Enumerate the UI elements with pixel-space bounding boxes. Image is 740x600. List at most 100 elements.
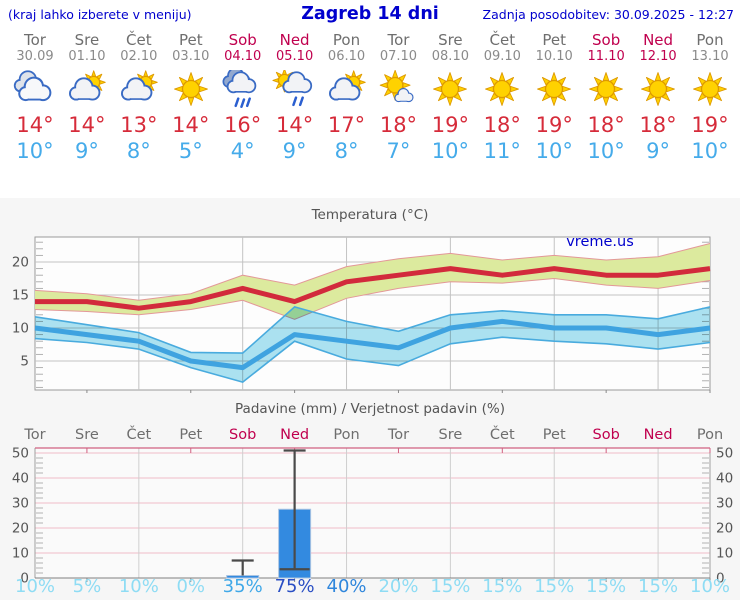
precip-probability-value: 10% bbox=[689, 576, 731, 597]
day-name-label: Pon bbox=[696, 31, 724, 49]
day-name-label: Sob bbox=[228, 31, 257, 49]
page-title: Zagreb 14 dni bbox=[301, 4, 439, 24]
precipitation-chart: 0 0 10 10 20 20 30 30 40 40 50 50 bbox=[12, 446, 733, 587]
precip-y-tick-label-right: 50 bbox=[716, 446, 733, 462]
precip-y-tick-label-left: 50 bbox=[12, 446, 29, 462]
forecast-day-column: Čet 02.10 13° 8° bbox=[113, 32, 165, 164]
forecast-day-column: Pet 03.10 14° 5° bbox=[165, 32, 217, 164]
day-date-label: 03.10 bbox=[172, 49, 210, 64]
precip-day-label: Tor bbox=[24, 427, 46, 443]
day-name-label: Sre bbox=[74, 31, 100, 49]
weather-icon-sunny bbox=[641, 72, 675, 106]
day-name-label: Sob bbox=[592, 31, 621, 49]
day-date-label: 05.10 bbox=[276, 49, 314, 64]
sun-icon bbox=[173, 72, 208, 106]
precip-day-label: Pon bbox=[333, 427, 360, 443]
max-temp-value: 19° bbox=[535, 113, 573, 137]
precip-day-label: Čet bbox=[489, 427, 515, 443]
min-temp-value: 8° bbox=[334, 139, 359, 163]
precip-probability-value: 15% bbox=[534, 576, 575, 597]
weather-icon-partly-cloudy bbox=[120, 70, 158, 101]
precip-probability-value: 20% bbox=[378, 576, 419, 597]
precip-y-tick-label-right: 20 bbox=[716, 521, 733, 537]
min-temp-value: 9° bbox=[646, 139, 670, 163]
max-temp-value: 19° bbox=[431, 113, 469, 137]
day-name-label: Pet bbox=[542, 31, 567, 49]
precip-day-label: Pet bbox=[542, 427, 566, 443]
forecast-strip: Tor 30.09 14° 10° Sre 01.10 14° 9° Čet 02.10 13° 8°… bbox=[0, 30, 740, 198]
temp-y-tick-label: 5 bbox=[20, 354, 29, 370]
precip-day-label: Sre bbox=[75, 427, 99, 443]
min-temp-value: 4° bbox=[230, 139, 255, 163]
precip-y-tick-label-left: 40 bbox=[12, 471, 29, 487]
cloud-icon bbox=[18, 76, 52, 102]
max-temp-value: 18° bbox=[587, 113, 625, 137]
precip-probability-value: 15% bbox=[430, 576, 471, 597]
min-temp-value: 10° bbox=[431, 139, 469, 163]
day-date-label: 08.10 bbox=[431, 49, 469, 64]
precip-day-label: Čet bbox=[126, 427, 152, 443]
precip-probability-value: 35% bbox=[222, 576, 263, 597]
precip-day-label: Sre bbox=[438, 427, 463, 443]
day-name-label: Čet bbox=[489, 31, 516, 49]
precip-day-labels-row: Tor Sre Čet Pet Sob Ned Pon Tor Sre Čet Pet Sob Ned P… bbox=[0, 427, 740, 445]
precip-y-tick-label-right: 40 bbox=[716, 471, 733, 487]
precip-probability-value: 0% bbox=[176, 576, 206, 597]
cloud-icon bbox=[328, 77, 360, 101]
max-temp-value: 14° bbox=[172, 113, 210, 137]
min-temp-value: 10° bbox=[16, 139, 54, 163]
precip-y-tick-label-right: 30 bbox=[716, 496, 733, 512]
precip-probability-value: 15% bbox=[586, 576, 627, 597]
min-temp-value: 10° bbox=[691, 139, 729, 163]
charts-section: Temperatura (°C) 5 10 15 20 vreme.us Padavin… bbox=[0, 198, 740, 600]
day-date-label: 06.10 bbox=[327, 49, 366, 64]
day-name-label: Pon bbox=[332, 31, 361, 49]
day-name-label: Ned bbox=[279, 31, 310, 49]
precip-probability-value: 10% bbox=[118, 576, 159, 597]
min-temp-value: 8° bbox=[126, 139, 151, 163]
max-temp-value: 14° bbox=[16, 113, 54, 137]
temp-y-tick-label: 10 bbox=[12, 321, 29, 337]
precip-day-label: Tor bbox=[387, 427, 410, 443]
day-date-label: 09.10 bbox=[483, 49, 521, 64]
weather-icon-sunny bbox=[485, 72, 520, 106]
day-name-label: Čet bbox=[126, 31, 152, 49]
day-date-label: 04.10 bbox=[224, 49, 262, 64]
sun-icon bbox=[537, 72, 572, 106]
cloud-icon bbox=[68, 77, 101, 101]
precip-y-tick-label-left: 20 bbox=[12, 521, 29, 537]
day-name-label: Ned bbox=[643, 31, 674, 49]
day-date-label: 13.10 bbox=[691, 49, 729, 64]
day-date-label: 30.09 bbox=[16, 49, 54, 64]
forecast-day-column: Čet 09.10 18° 11° bbox=[476, 32, 528, 164]
weather-icon-sunny bbox=[433, 72, 468, 106]
max-temp-value: 17° bbox=[327, 113, 366, 137]
min-temp-value: 10° bbox=[535, 139, 573, 163]
precip-probability-row: 10% 5% 10% 0% 35% 75% 40% 20% 15% 15% 15% 15% 15% 10% bbox=[0, 576, 740, 598]
precip-day-label: Sob bbox=[229, 427, 257, 443]
forecast-day-column: Sre 08.10 19° 10° bbox=[424, 32, 476, 164]
forecast-day-column: Tor 30.09 14° 10° bbox=[9, 32, 61, 164]
day-name-label: Pet bbox=[178, 31, 203, 49]
precip-probability-value: 10% bbox=[14, 576, 56, 597]
day-name-label: Tor bbox=[24, 31, 46, 49]
min-temp-value: 5° bbox=[178, 139, 203, 163]
precip-y-tick-label-left: 10 bbox=[12, 546, 29, 562]
precip-day-label: Ned bbox=[280, 427, 310, 443]
precip-whisker bbox=[279, 449, 310, 571]
precip-y-tick-label-left: 0 bbox=[20, 571, 29, 587]
cloud-icon bbox=[120, 77, 153, 101]
precip-day-label: Sob bbox=[592, 427, 620, 443]
last-update-label: Zadnja posodobitev: 30.09.2025 - 12:27 bbox=[482, 7, 734, 22]
weather-icon-cloudy bbox=[13, 70, 52, 102]
day-name-label: Sre bbox=[438, 31, 463, 49]
precip-day-label: Pet bbox=[179, 427, 203, 443]
temp-y-tick-label: 15 bbox=[12, 288, 29, 304]
weather-icon-rain bbox=[222, 70, 256, 109]
day-date-label: 07.10 bbox=[379, 49, 418, 64]
forecast-day-column: Sob 04.10 16° 4° bbox=[217, 32, 269, 164]
weather-icon-sunny bbox=[589, 72, 624, 106]
sun-icon bbox=[641, 72, 675, 106]
weather-icon-sunny bbox=[173, 72, 208, 106]
